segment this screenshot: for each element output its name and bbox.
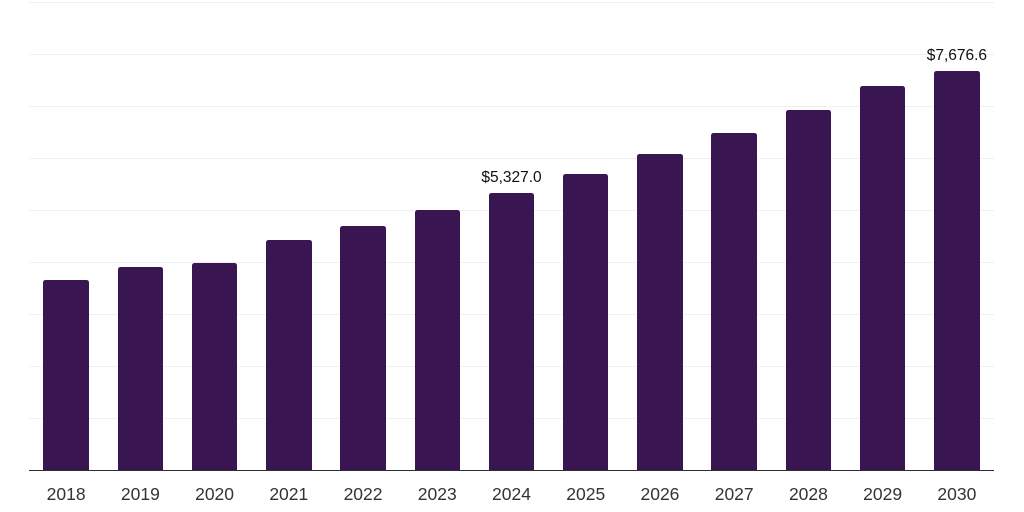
x-tick-label-2024: 2024 [492, 484, 531, 504]
gridline [29, 2, 994, 3]
bar-2024 [488, 192, 535, 470]
x-axis-line [29, 469, 994, 472]
x-tick-label-2029: 2029 [863, 484, 903, 504]
x-tick-label-2025: 2025 [566, 484, 606, 504]
bar-2027 [711, 132, 757, 470]
bar-value-label-2024: $5,327.0 [481, 169, 542, 186]
x-tick-label-2030: 2030 [937, 484, 977, 504]
bar-2029 [859, 86, 906, 470]
bar-2022 [340, 225, 386, 470]
x-tick-label-2022: 2022 [343, 484, 383, 504]
bar-2018 [43, 279, 89, 470]
gridline [29, 158, 994, 159]
x-tick-label-2019: 2019 [120, 484, 160, 504]
bar-2021 [266, 239, 312, 470]
x-tick-label-2028: 2028 [788, 484, 828, 504]
bar-2019 [117, 267, 164, 470]
x-tick-label-2018: 2018 [46, 484, 86, 504]
x-tick-label-2021: 2021 [269, 484, 309, 504]
x-tick-label-2026: 2026 [640, 484, 680, 504]
bar-value-label-2030: $7,676.6 [926, 46, 988, 64]
bar-2023 [414, 210, 461, 470]
bar-2026 [637, 154, 683, 470]
bar-2020 [191, 263, 238, 470]
x-tick-label-2023: 2023 [417, 484, 457, 504]
bar-2030 [934, 70, 980, 470]
bar-2025 [562, 174, 609, 470]
x-tick-label-2027: 2027 [714, 484, 754, 504]
bar-2028 [785, 110, 832, 470]
gridline [29, 106, 994, 107]
gridline [29, 54, 994, 55]
x-tick-label-2020: 2020 [195, 484, 235, 504]
